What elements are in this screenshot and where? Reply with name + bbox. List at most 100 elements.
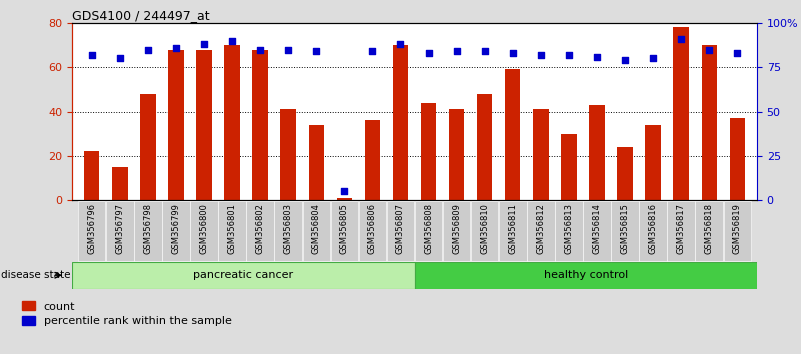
Bar	[562, 133, 577, 200]
Bar	[415, 262, 757, 289]
FancyBboxPatch shape	[359, 201, 386, 261]
Bar	[590, 105, 605, 200]
Point	[366, 48, 379, 54]
Point	[338, 188, 351, 194]
Point	[646, 56, 659, 61]
Bar	[280, 109, 296, 200]
FancyBboxPatch shape	[219, 201, 246, 261]
Bar	[533, 109, 549, 200]
Text: GSM356805: GSM356805	[340, 203, 349, 254]
Point	[394, 41, 407, 47]
Bar	[421, 103, 437, 200]
Point	[114, 56, 127, 61]
Text: GSM356819: GSM356819	[733, 203, 742, 254]
Text: GSM356818: GSM356818	[705, 203, 714, 254]
Bar	[308, 125, 324, 200]
Text: pancreatic cancer: pancreatic cancer	[193, 270, 293, 280]
FancyBboxPatch shape	[134, 201, 162, 261]
Text: GSM356797: GSM356797	[115, 203, 124, 254]
FancyBboxPatch shape	[611, 201, 638, 261]
Text: GSM356807: GSM356807	[396, 203, 405, 254]
FancyBboxPatch shape	[106, 201, 134, 261]
Text: GSM356816: GSM356816	[649, 203, 658, 254]
Bar	[505, 69, 521, 200]
FancyBboxPatch shape	[387, 201, 414, 261]
Bar	[336, 198, 352, 200]
Text: GSM356801: GSM356801	[227, 203, 236, 254]
Point	[702, 47, 715, 52]
Text: GSM356809: GSM356809	[452, 203, 461, 254]
Point	[562, 52, 575, 58]
FancyBboxPatch shape	[499, 201, 526, 261]
FancyBboxPatch shape	[78, 201, 106, 261]
Point	[618, 57, 631, 63]
FancyBboxPatch shape	[331, 201, 358, 261]
Bar	[730, 118, 745, 200]
Bar	[140, 94, 155, 200]
Point	[86, 52, 99, 58]
Bar	[674, 28, 689, 200]
Point	[534, 52, 547, 58]
Point	[170, 45, 183, 51]
FancyBboxPatch shape	[667, 201, 695, 261]
Bar	[449, 109, 465, 200]
Bar	[196, 50, 211, 200]
FancyBboxPatch shape	[303, 201, 330, 261]
Bar	[72, 262, 415, 289]
Legend: count, percentile rank within the sample: count, percentile rank within the sample	[22, 301, 231, 326]
Point	[226, 38, 239, 44]
Text: GSM356810: GSM356810	[480, 203, 489, 254]
Point	[450, 48, 463, 54]
Bar	[252, 50, 268, 200]
Text: GSM356817: GSM356817	[677, 203, 686, 254]
Bar	[168, 50, 183, 200]
FancyBboxPatch shape	[527, 201, 554, 261]
Point	[674, 36, 687, 42]
FancyBboxPatch shape	[555, 201, 582, 261]
Text: GSM356812: GSM356812	[537, 203, 545, 254]
Text: GSM356811: GSM356811	[509, 203, 517, 254]
FancyBboxPatch shape	[723, 201, 751, 261]
Bar	[477, 94, 493, 200]
Point	[478, 48, 491, 54]
Bar	[618, 147, 633, 200]
Text: GSM356799: GSM356799	[171, 203, 180, 254]
Point	[198, 41, 211, 47]
Text: GSM356798: GSM356798	[143, 203, 152, 254]
Bar	[646, 125, 661, 200]
Text: GSM356803: GSM356803	[284, 203, 292, 254]
Text: GSM356808: GSM356808	[424, 203, 433, 254]
Text: GDS4100 / 244497_at: GDS4100 / 244497_at	[72, 9, 210, 22]
FancyBboxPatch shape	[162, 201, 190, 261]
Bar	[702, 45, 717, 200]
Text: GSM356813: GSM356813	[565, 203, 574, 254]
FancyBboxPatch shape	[415, 201, 442, 261]
Text: GSM356800: GSM356800	[199, 203, 208, 254]
FancyBboxPatch shape	[247, 201, 274, 261]
Point	[731, 50, 743, 56]
Point	[254, 47, 267, 52]
FancyBboxPatch shape	[275, 201, 302, 261]
FancyBboxPatch shape	[471, 201, 498, 261]
FancyBboxPatch shape	[695, 201, 723, 261]
FancyBboxPatch shape	[583, 201, 610, 261]
Text: disease state: disease state	[2, 270, 71, 280]
FancyBboxPatch shape	[191, 201, 218, 261]
Bar	[224, 45, 239, 200]
Point	[142, 47, 155, 52]
Bar	[392, 45, 409, 200]
FancyBboxPatch shape	[639, 201, 667, 261]
Point	[310, 48, 323, 54]
Text: GSM356804: GSM356804	[312, 203, 320, 254]
Text: GSM356802: GSM356802	[256, 203, 264, 254]
Point	[282, 47, 295, 52]
Text: GSM356806: GSM356806	[368, 203, 377, 254]
Bar	[112, 167, 127, 200]
FancyBboxPatch shape	[443, 201, 470, 261]
Point	[422, 50, 435, 56]
Point	[506, 50, 519, 56]
Text: GSM356796: GSM356796	[87, 203, 96, 254]
Point	[590, 54, 603, 59]
Bar	[84, 152, 99, 200]
Text: GSM356815: GSM356815	[621, 203, 630, 254]
